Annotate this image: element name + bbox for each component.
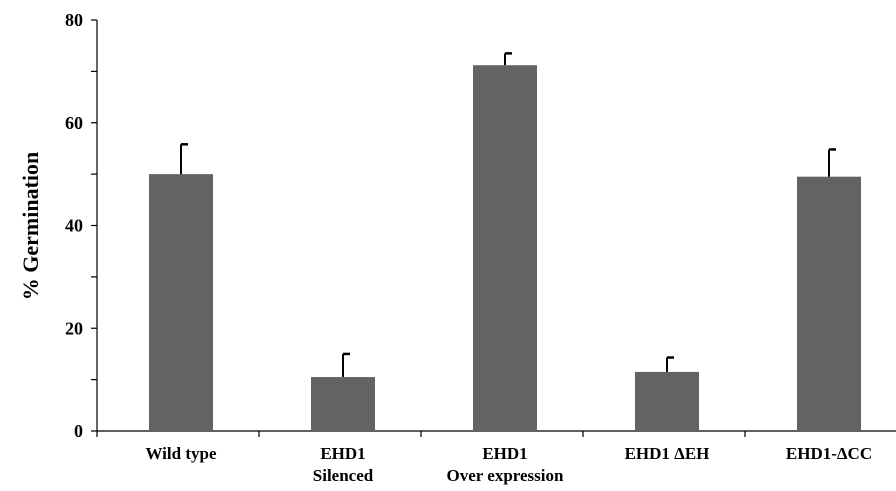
labels: 0 20 40 60 80 Wild type EHD1 Silenced EHD1 Over e… xyxy=(65,10,872,485)
y-tick-label: 80 xyxy=(65,10,83,30)
x-tick-label: EHD1-ΔCC xyxy=(786,444,872,463)
y-tick-label: 40 xyxy=(65,216,83,236)
error-bars xyxy=(180,52,836,378)
bar xyxy=(635,371,699,431)
y-tick-label: 20 xyxy=(65,318,83,338)
bar xyxy=(149,174,213,431)
x-tick-label: Wild type xyxy=(145,444,216,463)
bar xyxy=(797,176,861,431)
y-axis-label: % Germination xyxy=(18,152,43,301)
axes xyxy=(91,19,896,437)
x-tick-label: Silenced xyxy=(313,466,374,485)
x-tick-label: Over expression xyxy=(447,466,564,485)
bars xyxy=(149,65,861,432)
x-tick-label: EHD1 xyxy=(320,444,365,463)
y-tick-label: 60 xyxy=(65,113,83,133)
bar xyxy=(473,65,537,432)
x-tick-label: EHD1 xyxy=(482,444,527,463)
bar xyxy=(311,377,375,431)
y-tick-label: 0 xyxy=(74,421,83,441)
x-tick-label: EHD1 ΔEH xyxy=(625,444,710,463)
